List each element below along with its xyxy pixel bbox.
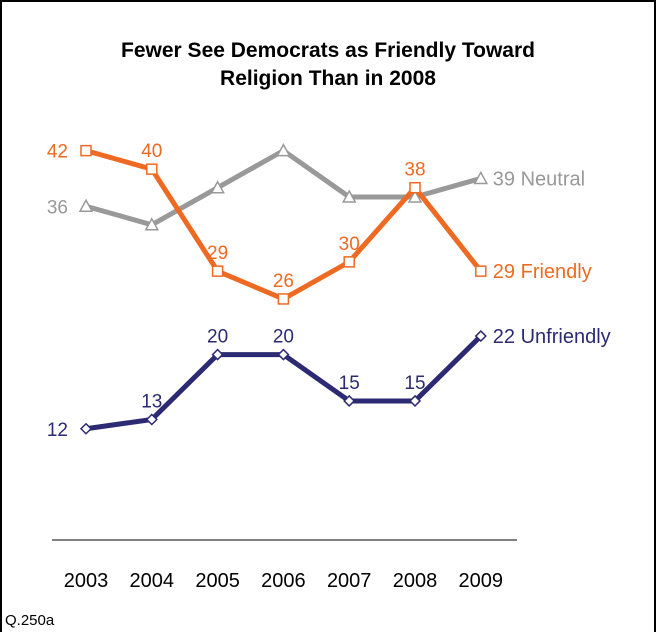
neutral-marker-2003 [78, 198, 94, 212]
x-tick-label-2004: 2004 [130, 570, 175, 592]
friendly-series-label: 29 Friendly [493, 261, 592, 283]
friendly-marker-2007 [343, 256, 355, 268]
series-neutral: 36 39 Neutral [47, 143, 585, 231]
neutral-data-label-2003: 36 [47, 197, 68, 218]
friendly-data-label-2005: 29 [207, 243, 228, 264]
x-tick-label-2009: 2009 [459, 570, 504, 592]
friendly-data-label-2006: 26 [273, 271, 294, 292]
friendly-data-label-2004: 40 [141, 141, 162, 162]
x-axis-ticks: 2003 2004 2005 2006 2007 2008 2009 [64, 570, 503, 592]
friendly-marker-2006 [277, 293, 290, 305]
neutral-marker-2004 [144, 217, 160, 231]
friendly-data-label-2008: 38 [404, 160, 425, 181]
friendly-marker-2005 [211, 265, 224, 277]
neutral-marker-2009 [473, 170, 489, 185]
unfriendly-marker-2007 [343, 394, 356, 407]
friendly-marker-2004 [146, 163, 158, 175]
friendly-data-label-2003: 42 [47, 142, 68, 163]
x-tick-label-2008: 2008 [393, 570, 438, 592]
friendly-marker-2008 [409, 181, 421, 194]
unfriendly-marker-2008 [408, 394, 422, 407]
unfriendly-marker-2004 [145, 413, 158, 426]
unfriendly-data-label-2003: 12 [47, 420, 68, 441]
neutral-marker-2008 [407, 189, 423, 203]
unfriendly-data-label-2007: 15 [339, 373, 360, 394]
unfriendly-marker-2006 [277, 348, 290, 361]
unfriendly-data-label-2008: 15 [404, 373, 425, 394]
chart-title-line-2: Religion Than in 2008 [220, 67, 436, 90]
unfriendly-marker-2003 [79, 422, 93, 435]
chart-title-line-1: Fewer See Democrats as Friendly Toward [121, 39, 535, 62]
series-unfriendly: 12 13 20 20 15 15 22 Unfriendly [47, 326, 611, 441]
friendly-marker-2003 [80, 144, 92, 157]
friendly-data-label-2007: 30 [339, 234, 360, 255]
x-tick-label-2007: 2007 [327, 570, 372, 592]
friendly-marker-2009 [475, 265, 487, 277]
unfriendly-data-label-2006: 20 [273, 327, 294, 348]
x-tick-label-2003: 2003 [64, 570, 109, 592]
neutral-marker-2006 [276, 143, 291, 157]
series-friendly: 42 40 29 26 30 38 29 Friendly [47, 141, 592, 305]
x-tick-label-2005: 2005 [195, 570, 240, 592]
neutral-marker-2005 [210, 180, 225, 194]
unfriendly-data-label-2005: 20 [207, 327, 228, 348]
unfriendly-data-label-2004: 13 [141, 391, 162, 412]
x-tick-label-2006: 2006 [261, 570, 306, 592]
unfriendly-series-label: 22 Unfriendly [493, 326, 611, 348]
series-layer: 36 39 Neutral 42 40 29 26 30 38 29 Friendly 12 13 2… [47, 141, 611, 441]
neutral-marker-2007 [341, 189, 357, 203]
unfriendly-marker-2005 [211, 348, 224, 361]
neutral-series-label: 39 Neutral [493, 168, 585, 190]
unfriendly-marker-2009 [474, 329, 487, 343]
question-footnote: Q.250a [5, 612, 55, 629]
